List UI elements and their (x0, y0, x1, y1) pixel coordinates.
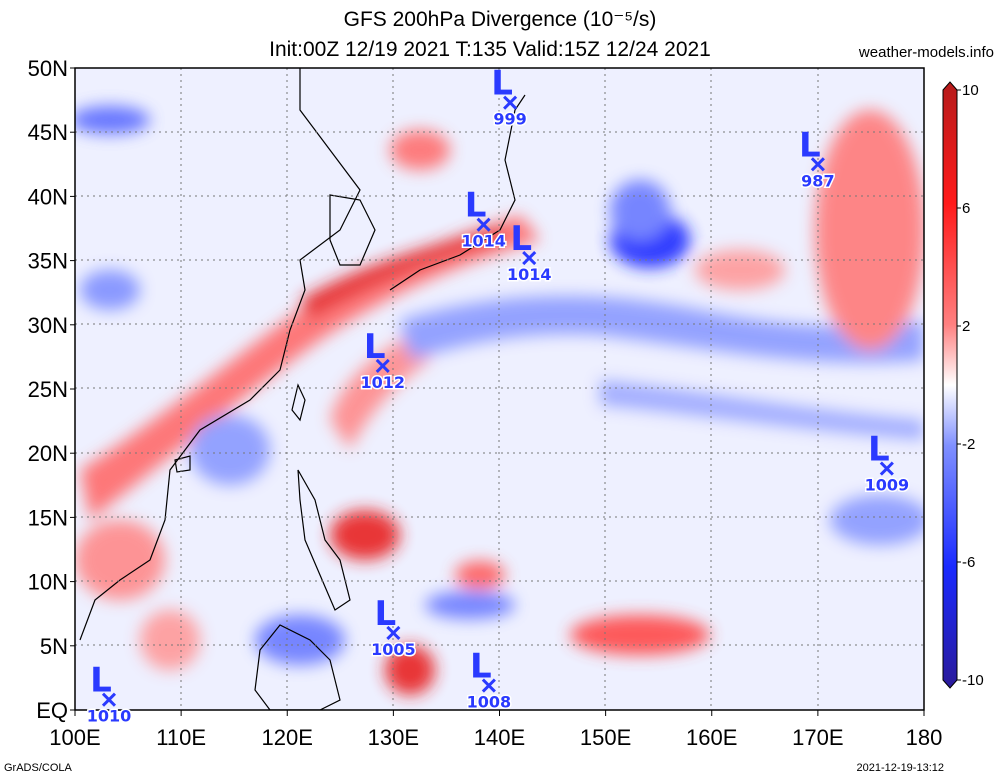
low-marker: L 987 (799, 125, 836, 192)
divergence-field (75, 68, 924, 710)
low-marker: L 1009 (863, 430, 911, 497)
lat-label: 5N (40, 634, 68, 659)
lon-label: 180 (906, 725, 943, 750)
colorbar-label: 2 (962, 318, 970, 335)
low-pressure-value: 999 (493, 110, 526, 129)
low-symbol: L (470, 647, 492, 687)
colorbar-label: -10 (962, 672, 984, 689)
source-credit: weather-models.info (858, 44, 994, 61)
lon-label: 170E (792, 725, 843, 750)
low-center-x (375, 358, 390, 373)
low-pressure-value: 1009 (865, 476, 910, 495)
low-pressure-value: 1005 (371, 640, 416, 659)
low-symbol: L (375, 594, 397, 634)
lat-label: 35N (28, 249, 68, 274)
lat-label: 10N (28, 570, 68, 595)
colorbar-label: -6 (962, 554, 975, 571)
map-subtitle: Init:00Z 12/19 2021 T:135 Valid:15Z 12/2… (269, 38, 711, 61)
lat-label: 50N (28, 56, 68, 81)
lat-label: 30N (28, 313, 68, 338)
lat-label: 40N (28, 184, 68, 209)
map-title: GFS 200hPa Divergence (10⁻⁵/s) (343, 8, 657, 31)
low-pressure-value: 987 (801, 171, 834, 190)
low-symbol: L (510, 219, 532, 259)
low-center-x (810, 157, 825, 172)
low-marker: L 1010 (85, 661, 133, 728)
colorbar-label: -2 (962, 436, 975, 453)
generated-timestamp: 2021-12-19-13:12 (856, 762, 944, 774)
latitude-labels: 50N 45N 40N 35N 30N 25N 20N 15N 10N 5N EQ (28, 56, 75, 723)
low-symbol: L (868, 430, 890, 470)
low-center-x (522, 250, 537, 266)
low-symbol: L (90, 661, 112, 701)
colorbar-label: 6 (962, 200, 970, 217)
low-symbol: L (491, 64, 513, 104)
lon-label: 100E (49, 725, 100, 750)
low-symbol: L (465, 186, 487, 226)
lat-label: 45N (28, 120, 68, 145)
low-symbol: L (364, 327, 386, 367)
low-center-x (503, 95, 518, 110)
low-center-x (481, 678, 496, 693)
low-center-x (101, 692, 117, 707)
low-center-x (386, 625, 401, 641)
low-marker: L 1005 (370, 594, 418, 661)
software-credit: GrADS/COLA (4, 762, 72, 774)
low-center-x (476, 217, 491, 232)
low-marker: L 1012 (359, 327, 407, 394)
low-pressure-value: 1014 (461, 232, 506, 251)
low-marker: L 1008 (465, 647, 513, 714)
lon-label: 110E (156, 725, 206, 750)
lat-label: 25N (28, 377, 68, 402)
lon-label: 150E (580, 725, 631, 750)
low-center-x (879, 461, 894, 476)
low-marker: L 1014 (505, 219, 553, 286)
grid (75, 68, 924, 710)
colorbar: 10 6 2 -2 -6 -10 (942, 81, 984, 689)
lon-label: 140E (474, 725, 525, 750)
low-pressure-value: 1012 (360, 373, 405, 392)
lat-label: 15N (28, 505, 68, 530)
lon-label: 160E (686, 725, 737, 750)
lon-label: 130E (368, 725, 419, 750)
longitude-labels: 100E 110E 120E 130E 140E 150E 160E 170E 180 (49, 710, 942, 750)
lon-label: 120E (262, 725, 313, 750)
low-pressure-value: 1014 (507, 265, 552, 284)
coastlines (79, 68, 526, 710)
low-symbol: L (799, 125, 821, 165)
low-pressure-value: 1010 (87, 707, 132, 726)
low-pressure-value: 1008 (467, 693, 512, 712)
low-marker: L 1014 (460, 186, 508, 253)
colorbar-label: 10 (962, 82, 979, 99)
lat-label: EQ (36, 698, 68, 723)
lat-label: 20N (28, 441, 68, 466)
low-marker: L 999 (491, 64, 528, 131)
